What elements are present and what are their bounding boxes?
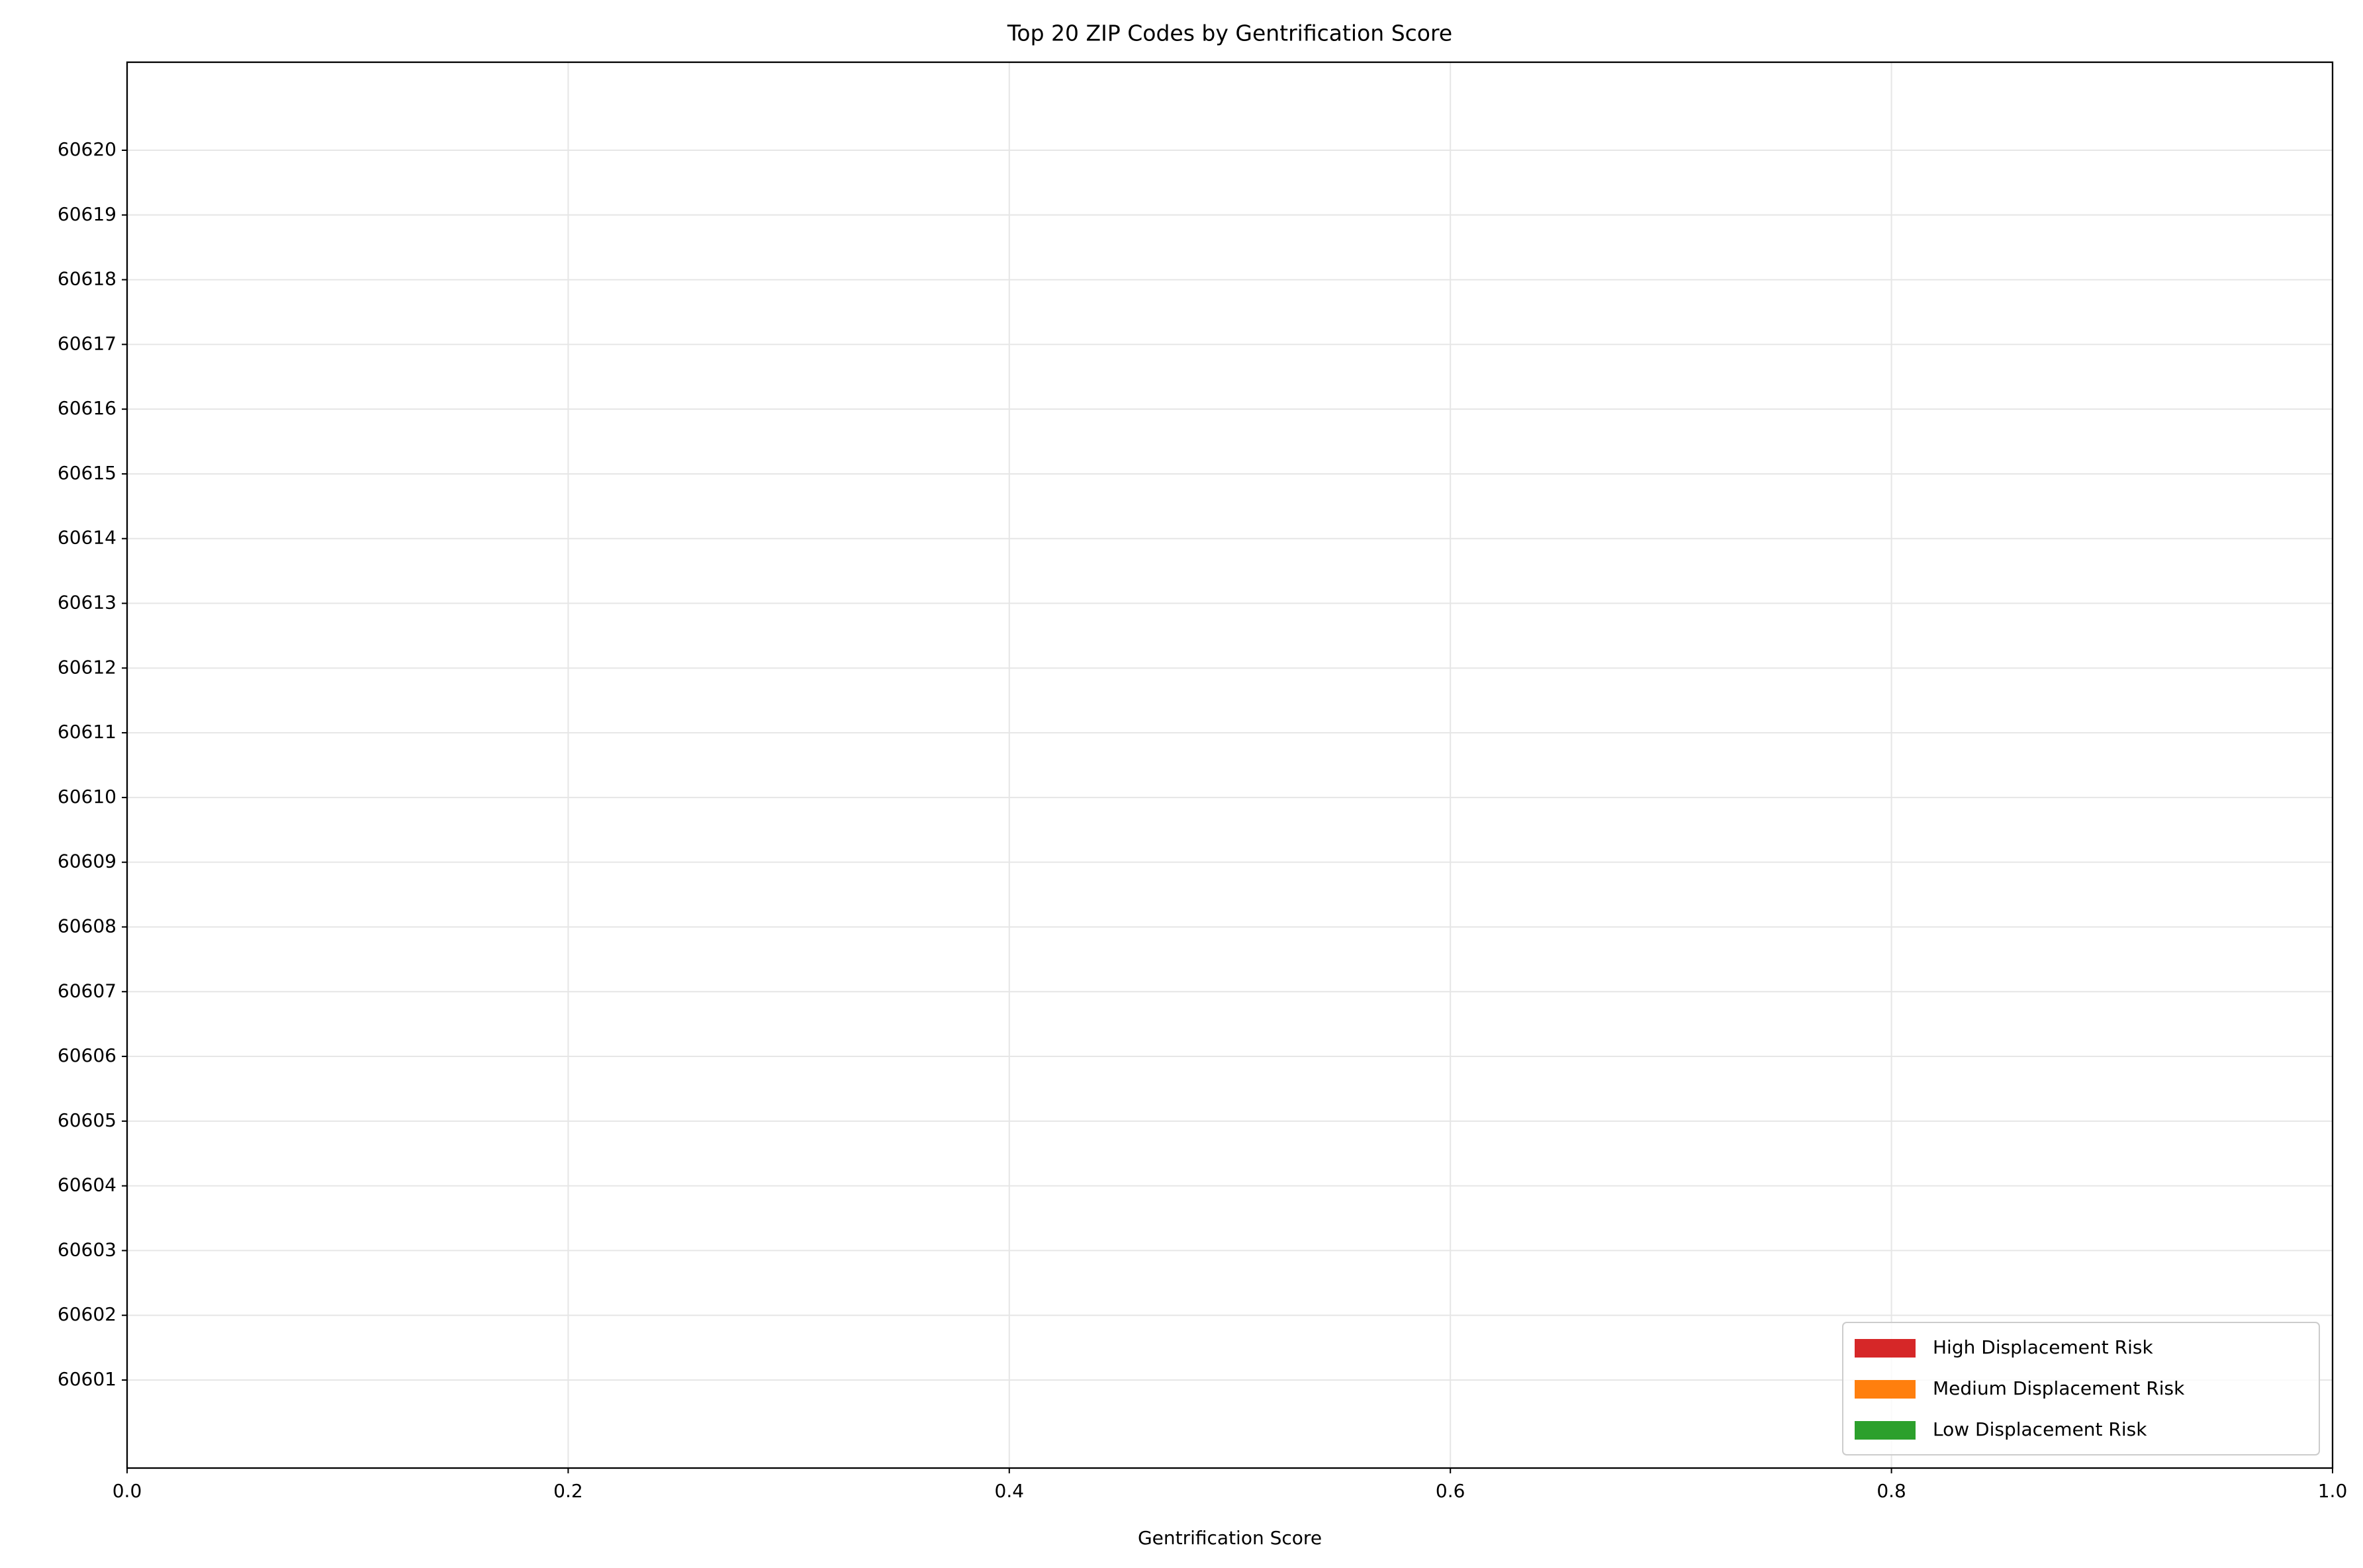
x-tick-label: 0.4 [995, 1480, 1025, 1502]
legend-swatch [1855, 1421, 1916, 1440]
y-tick-label: 60617 [58, 332, 116, 354]
y-tick-label: 60614 [58, 527, 116, 549]
y-tick-label: 60602 [58, 1303, 116, 1325]
y-tick-label: 60607 [58, 980, 116, 1001]
y-tick-label: 60608 [58, 915, 116, 937]
plot-frame [126, 61, 2334, 1469]
y-tick-label: 60616 [58, 397, 116, 419]
legend-label: Low Displacement Risk [1933, 1418, 2147, 1440]
x-axis-label: Gentrification Score [1138, 1527, 1322, 1549]
x-tick-label: 0.8 [1876, 1480, 1906, 1502]
y-tick-label: 60611 [58, 721, 116, 743]
x-tick-label: 0.0 [113, 1480, 142, 1502]
y-tick-label: 60613 [58, 592, 116, 614]
y-tick-label: 60610 [58, 786, 116, 807]
y-tick-label: 60605 [58, 1109, 116, 1131]
y-tick-label: 60601 [58, 1368, 116, 1390]
y-tick-label: 60612 [58, 656, 116, 678]
x-tick-label: 1.0 [2318, 1480, 2348, 1502]
legend-label: Medium Displacement Risk [1933, 1377, 2185, 1399]
y-tick-label: 60618 [58, 268, 116, 290]
y-tick-label: 60620 [58, 138, 116, 160]
legend-swatch [1855, 1339, 1916, 1358]
x-tick-label: 0.2 [553, 1480, 583, 1502]
y-tick-label: 60603 [58, 1238, 116, 1260]
y-tick-label: 60619 [58, 203, 116, 225]
y-tick-label: 60615 [58, 462, 116, 484]
y-tick-label: 60606 [58, 1044, 116, 1066]
legend-label: High Displacement Risk [1933, 1336, 2153, 1358]
y-tick-label: 60609 [58, 851, 116, 872]
chart-title: Top 20 ZIP Codes by Gentrification Score [1007, 21, 1452, 46]
y-tick-label: 60604 [58, 1174, 116, 1196]
legend-swatch [1855, 1380, 1916, 1399]
x-tick-label: 0.6 [1436, 1480, 1465, 1502]
legend-box [1842, 1322, 2320, 1455]
